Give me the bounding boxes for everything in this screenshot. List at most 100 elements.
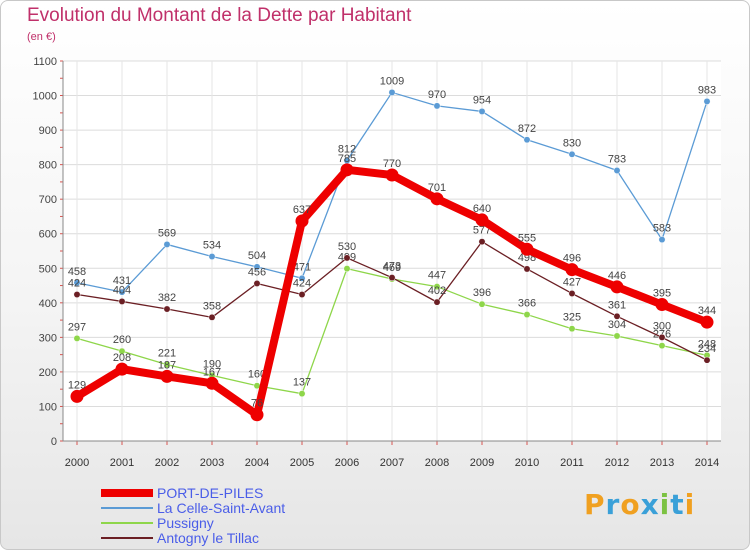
data-point xyxy=(118,297,126,305)
logo-letter: P xyxy=(584,488,606,521)
data-label: 297 xyxy=(68,321,86,333)
data-label: 361 xyxy=(608,299,626,311)
data-label: 983 xyxy=(698,84,716,96)
data-label: 447 xyxy=(428,270,446,282)
data-label: 395 xyxy=(653,288,671,300)
logo-letter: o xyxy=(620,488,641,521)
data-label: 534 xyxy=(203,240,221,252)
data-point xyxy=(73,334,81,342)
data-label: 812 xyxy=(338,143,356,155)
data-label: 471 xyxy=(293,261,311,273)
x-tick-label: 2007 xyxy=(380,457,404,469)
y-tick-label: 900 xyxy=(39,125,57,137)
data-label: 358 xyxy=(203,300,221,312)
y-tick-label: 700 xyxy=(39,194,57,206)
data-label: 76 xyxy=(251,398,263,410)
data-label: 190 xyxy=(203,358,221,370)
legend-label: Pussigny xyxy=(157,515,214,531)
y-tick-label: 1000 xyxy=(33,91,57,103)
data-label: 325 xyxy=(563,312,581,324)
logo-letter: i xyxy=(684,488,696,521)
x-tick-label: 2014 xyxy=(695,457,719,469)
x-tick-label: 2012 xyxy=(605,457,629,469)
data-label: 970 xyxy=(428,89,446,101)
data-point xyxy=(478,107,486,115)
data-point xyxy=(73,279,81,287)
legend-swatch xyxy=(101,537,153,539)
data-label: 504 xyxy=(248,250,266,262)
data-label: 701 xyxy=(428,182,446,194)
data-label: 431 xyxy=(113,275,131,287)
data-label: 569 xyxy=(158,227,176,239)
data-point xyxy=(118,347,126,355)
data-label: 456 xyxy=(248,266,266,278)
data-point xyxy=(613,332,621,340)
logo-letter: i xyxy=(659,488,671,521)
legend-swatch xyxy=(101,522,153,524)
data-label: 366 xyxy=(518,298,536,310)
x-tick-label: 2006 xyxy=(335,457,359,469)
data-point xyxy=(433,283,441,291)
data-point xyxy=(610,280,624,294)
data-point xyxy=(115,362,129,376)
data-point xyxy=(385,168,399,182)
data-point xyxy=(523,311,531,319)
data-label: 458 xyxy=(68,266,86,278)
data-point xyxy=(658,333,666,341)
data-point xyxy=(163,305,171,313)
data-label: 830 xyxy=(563,137,581,149)
x-tick-label: 2000 xyxy=(65,457,89,469)
data-point xyxy=(565,263,579,277)
y-tick-label: 800 xyxy=(39,160,57,172)
data-label: 167 xyxy=(203,366,221,378)
x-tick-label: 2005 xyxy=(290,457,314,469)
data-point xyxy=(568,325,576,333)
data-point xyxy=(613,312,621,320)
legend-swatch xyxy=(101,489,153,497)
legend-label: La Celle-Saint-Avant xyxy=(157,500,286,516)
data-point xyxy=(70,389,84,403)
logo-letter: r xyxy=(605,488,621,521)
data-label: 637 xyxy=(293,204,311,216)
data-label: 954 xyxy=(473,94,491,106)
data-label: 402 xyxy=(428,285,446,297)
data-label: 446 xyxy=(608,270,626,282)
data-label: 396 xyxy=(473,287,491,299)
data-label: 473 xyxy=(383,261,401,273)
data-point xyxy=(478,300,486,308)
data-label: 137 xyxy=(293,377,311,389)
data-point xyxy=(73,291,81,298)
data-point xyxy=(430,192,444,206)
data-point xyxy=(613,167,621,174)
x-tick-label: 2008 xyxy=(425,457,449,469)
data-point xyxy=(700,315,714,329)
data-point xyxy=(253,263,261,271)
data-label: 555 xyxy=(518,232,536,244)
data-label: 424 xyxy=(293,278,311,290)
y-tick-label: 1100 xyxy=(33,56,57,68)
legend-swatch xyxy=(101,507,153,509)
legend-label: Antogny le Tillac xyxy=(157,530,259,546)
data-label: 234 xyxy=(698,343,716,355)
proxiti-logo: Proxiti xyxy=(584,488,695,521)
data-point xyxy=(298,291,306,298)
data-label: 344 xyxy=(698,305,716,317)
x-tick-label: 2004 xyxy=(245,457,269,469)
data-point xyxy=(568,150,576,158)
y-tick-label: 600 xyxy=(39,229,57,241)
data-point xyxy=(475,213,489,227)
unit-label: (en €) xyxy=(27,31,56,43)
legend-label: PORT-DE-PILES xyxy=(157,485,264,501)
data-point xyxy=(658,342,666,350)
y-tick-label: 200 xyxy=(39,367,57,379)
data-point xyxy=(343,254,351,262)
data-point xyxy=(298,390,306,398)
x-tick-label: 2002 xyxy=(155,457,179,469)
data-point xyxy=(433,298,441,306)
data-point xyxy=(703,356,711,364)
data-point xyxy=(703,97,711,105)
data-point xyxy=(478,238,486,246)
data-point xyxy=(205,376,219,390)
data-point xyxy=(163,361,171,369)
